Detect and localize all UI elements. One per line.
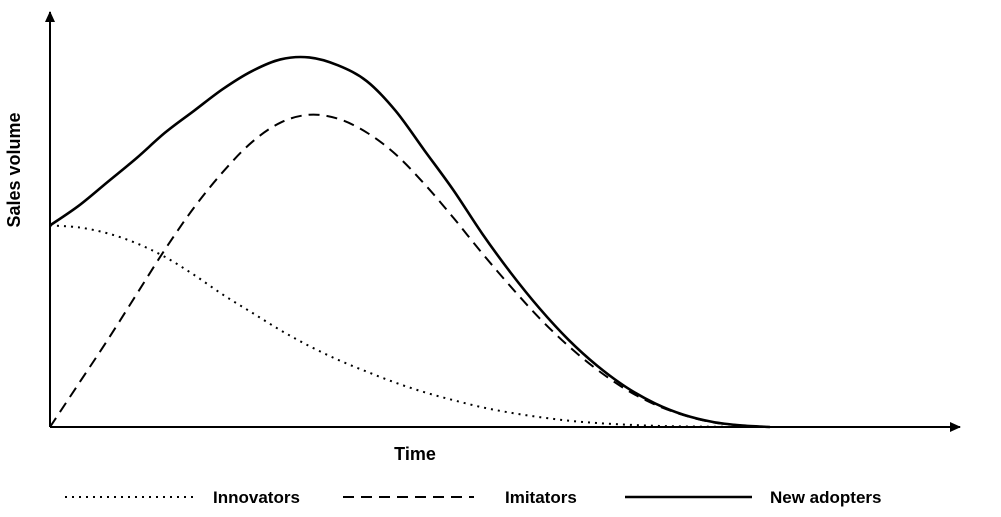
legend-label-innovators: Innovators — [213, 488, 300, 507]
legend-label-new-adopters: New adopters — [770, 488, 881, 507]
legend-label-imitators: Imitators — [505, 488, 577, 507]
x-axis-label: Time — [394, 444, 436, 464]
y-axis-label: Sales volume — [4, 112, 24, 227]
series-line-imitators — [49, 113, 771, 428]
series-line-new-adopters — [49, 55, 771, 429]
series-layer — [49, 55, 771, 429]
series-line-innovators — [49, 224, 771, 428]
legend: Innovators Imitators New adopters — [65, 488, 881, 507]
